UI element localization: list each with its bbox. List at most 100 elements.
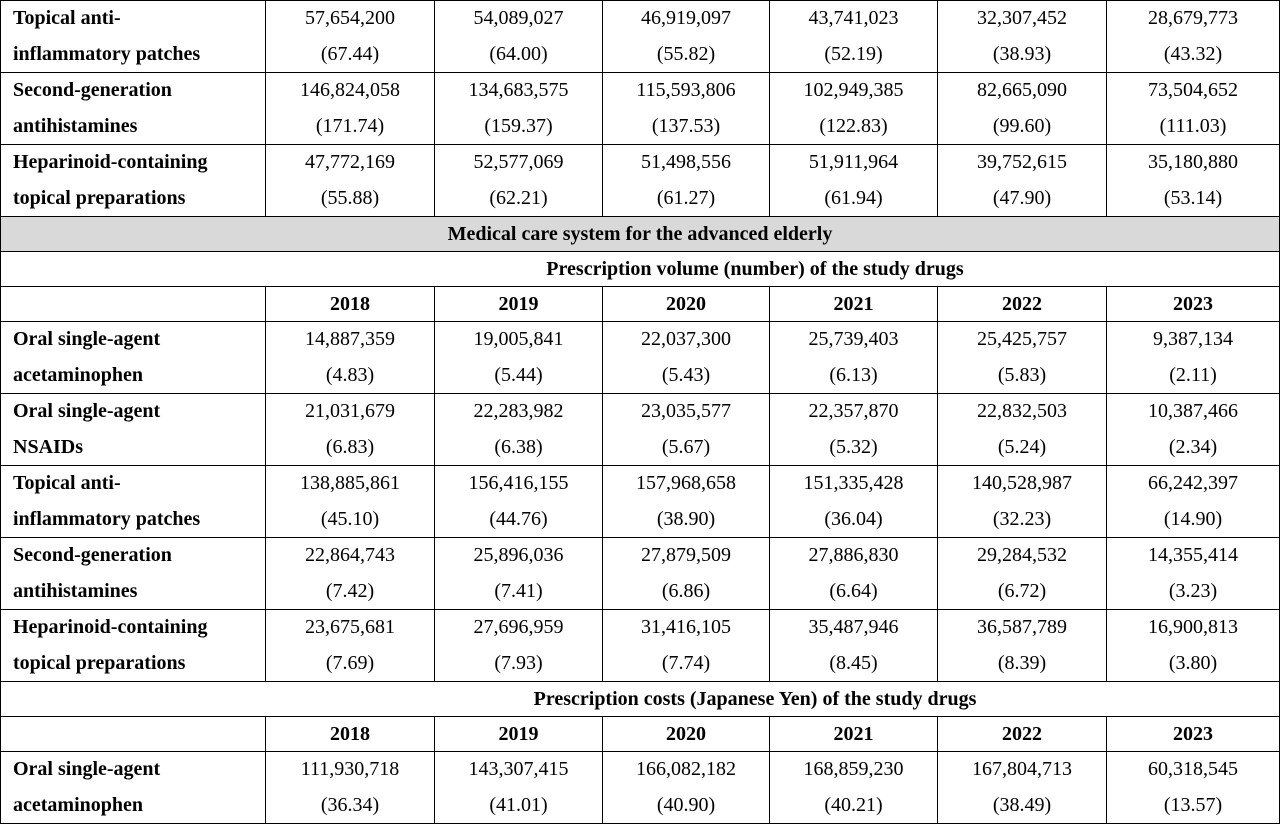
- row-label: Oral single-agent NSAIDs: [0, 393, 266, 466]
- value-cell: 31,416,105 (7.74): [602, 609, 770, 682]
- year-header: 2019: [434, 716, 603, 752]
- rate-value: (67.44): [320, 42, 380, 65]
- year-header: 2021: [769, 716, 938, 752]
- rate-value: (61.94): [824, 186, 883, 209]
- count-value: 31,416,105: [641, 616, 731, 638]
- count-value: 151,335,428: [803, 472, 904, 494]
- count-value: 25,739,403: [808, 328, 899, 350]
- rate-value: (171.74): [315, 114, 385, 137]
- value-cell: 21,031,679 (6.83): [265, 393, 435, 466]
- value-cell: 35,180,880 (53.14): [1106, 144, 1280, 217]
- count-value: 66,242,397: [1148, 472, 1238, 494]
- rate-value: (122.83): [819, 114, 888, 137]
- value-cell: 25,425,757 (5.83): [937, 321, 1107, 394]
- row-label-line: Topical anti-: [13, 472, 121, 494]
- value-cell: 157,968,658 (38.90): [602, 465, 770, 538]
- value-cell: 22,357,870 (5.32): [769, 393, 938, 466]
- count-value: 134,683,575: [468, 79, 569, 101]
- rate-value: (5.24): [997, 435, 1047, 458]
- count-value: 39,752,615: [977, 151, 1067, 173]
- rate-value: (13.57): [1163, 793, 1223, 816]
- row-label: Second-generation antihistamines: [0, 537, 266, 610]
- value-cell: 51,911,964 (61.94): [769, 144, 938, 217]
- count-value: 22,037,300: [641, 328, 731, 350]
- count-value: 73,504,652: [1148, 79, 1238, 101]
- count-value: 22,864,743: [305, 544, 395, 566]
- row-label: Heparinoid-containing topical preparation…: [0, 609, 266, 682]
- rate-value: (38.93): [992, 42, 1052, 65]
- row-label-line: NSAIDs: [13, 435, 84, 458]
- subsection-title: Prescription costs (Japanese Yen) of the…: [0, 681, 1280, 717]
- subheader-row: Prescription costs (Japanese Yen) of the…: [0, 681, 1280, 717]
- value-cell: 27,879,509 (6.86): [602, 537, 770, 610]
- value-cell: 22,283,982 (6.38): [434, 393, 603, 466]
- table-row: Topical anti-inflammatory patches 57,654,…: [0, 0, 1280, 73]
- row-label: Topical anti-inflammatory patches: [0, 0, 266, 73]
- rate-value: (5.67): [661, 435, 711, 458]
- rate-value: (6.64): [829, 579, 878, 602]
- rate-value: (40.21): [824, 793, 883, 816]
- rate-value: (53.14): [1163, 186, 1223, 209]
- value-cell: 19,005,841 (5.44): [434, 321, 603, 394]
- rate-value: (6.83): [325, 435, 375, 458]
- count-value: 22,832,503: [977, 400, 1067, 422]
- rate-value: (38.90): [656, 507, 716, 530]
- value-cell: 14,355,414 (3.23): [1106, 537, 1280, 610]
- row-label: Oral single-agent acetaminophen: [0, 321, 266, 394]
- count-value: 27,696,959: [473, 616, 564, 638]
- rate-value: (111.03): [1159, 114, 1227, 137]
- value-cell: 27,696,959 (7.93): [434, 609, 603, 682]
- row-label-line: acetaminophen: [13, 793, 143, 816]
- value-cell: 35,487,946 (8.45): [769, 609, 938, 682]
- rate-value: (7.41): [494, 579, 543, 602]
- value-cell: 52,577,069 (62.21): [434, 144, 603, 217]
- value-cell: 29,284,532 (6.72): [937, 537, 1107, 610]
- rate-value: (41.01): [489, 793, 548, 816]
- year-header: 2019: [434, 286, 603, 322]
- rate-value: (4.83): [325, 363, 375, 386]
- row-label-line: Oral single-agent: [13, 400, 161, 422]
- row-label: Second-generation antihistamines: [0, 72, 266, 145]
- count-value: 27,886,830: [808, 544, 899, 566]
- value-cell: 9,387,134 (2.11): [1106, 321, 1280, 394]
- year-header: 2018: [265, 716, 435, 752]
- count-value: 51,498,556: [641, 151, 731, 173]
- year-header: 2023: [1106, 286, 1280, 322]
- count-value: 14,355,414: [1148, 544, 1238, 566]
- rate-value: (64.00): [489, 42, 548, 65]
- count-value: 138,885,861: [300, 472, 400, 494]
- rate-value: (62.21): [489, 186, 548, 209]
- rate-value: (5.32): [829, 435, 878, 458]
- row-label-line: inflammatory patches: [13, 42, 201, 65]
- count-value: 25,425,757: [977, 328, 1067, 350]
- count-value: 10,387,466: [1148, 400, 1238, 422]
- value-cell: 25,739,403 (6.13): [769, 321, 938, 394]
- value-cell: 146,824,058 (171.74): [265, 72, 435, 145]
- rate-value: (6.13): [829, 363, 878, 386]
- rate-value: (6.72): [997, 579, 1047, 602]
- count-value: 23,675,681: [305, 616, 395, 638]
- row-label-line: topical preparations: [13, 651, 186, 674]
- row-label-line: antihistamines: [13, 579, 138, 602]
- count-value: 54,089,027: [473, 7, 564, 29]
- count-value: 22,357,870: [808, 400, 899, 422]
- value-cell: 115,593,806 (137.53): [602, 72, 770, 145]
- rate-value: (47.90): [992, 186, 1052, 209]
- count-value: 46,919,097: [641, 7, 731, 29]
- count-value: 115,593,806: [636, 79, 736, 101]
- rate-value: (8.39): [997, 651, 1047, 674]
- table-row: Oral single-agent acetaminophen 111,930,71…: [0, 751, 1280, 824]
- row-label: Heparinoid-containing topical preparation…: [0, 144, 266, 217]
- rate-value: (61.27): [656, 186, 716, 209]
- rate-value: (7.69): [325, 651, 375, 674]
- year-header: 2020: [602, 286, 770, 322]
- section-title: Medical care system for the advanced eld…: [0, 216, 1280, 252]
- rate-value: (6.86): [661, 579, 711, 602]
- table-row: Topical anti-inflammatory patches 138,885…: [0, 465, 1280, 538]
- value-cell: 167,804,713 (38.49): [937, 751, 1107, 824]
- row-label-line: acetaminophen: [13, 363, 143, 386]
- value-cell: 66,242,397 (14.90): [1106, 465, 1280, 538]
- count-value: 14,887,359: [305, 328, 395, 350]
- year-header: 2021: [769, 286, 938, 322]
